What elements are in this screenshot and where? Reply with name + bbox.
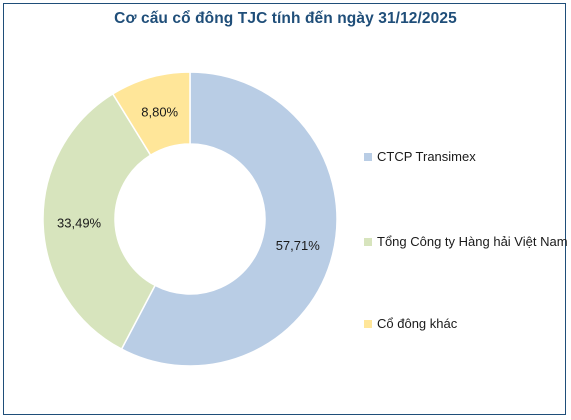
donut-chart: 57,71% 33,49% 8,80% <box>42 71 338 367</box>
legend-label-vimc: Tổng Công ty Hàng hải Việt Nam <box>377 234 568 249</box>
legend-label-transimex: CTCP Transimex <box>377 149 476 164</box>
donut-slice-transimex <box>120 71 338 367</box>
donut-slice-other <box>111 71 191 157</box>
legend-swatch-transimex <box>364 152 372 161</box>
legend-item-vimc: Tổng Công ty Hàng hải Việt Nam <box>364 234 568 249</box>
legend-item-transimex: CTCP Transimex <box>364 149 476 164</box>
legend-item-other: Cổ đông khác <box>364 316 457 331</box>
data-label-vimc: 33,49% <box>57 215 102 230</box>
chart-title: Cơ cấu cổ đông TJC tính đến ngày 31/12/2… <box>114 10 457 27</box>
data-label-transimex: 57,71% <box>276 238 321 253</box>
chart-frame: Cơ cấu cổ đông TJC tính đến ngày 31/12/2… <box>3 3 568 415</box>
data-label-other: 8,80% <box>141 105 178 120</box>
donut-slice-vimc <box>42 92 157 351</box>
legend-swatch-vimc <box>364 237 372 246</box>
legend-label-other: Cổ đông khác <box>377 316 458 331</box>
legend-swatch-other <box>364 319 372 328</box>
